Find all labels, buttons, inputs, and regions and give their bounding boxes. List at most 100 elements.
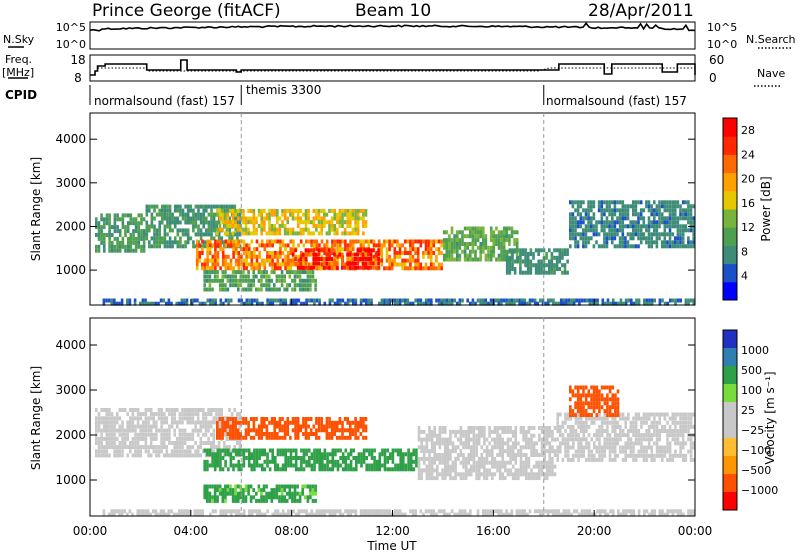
nsky-frame: [89, 21, 696, 50]
power-cell: [234, 258, 238, 263]
velocity-cell: [306, 484, 310, 489]
power-cell: [569, 232, 572, 237]
power-cell: [542, 263, 546, 268]
velocity-cell: [467, 468, 470, 473]
power-cell: [671, 298, 675, 303]
velocity-cell: [679, 424, 682, 429]
power-cell: [195, 239, 199, 244]
velocity-cell: [637, 429, 640, 433]
power-cell: [268, 251, 272, 255]
power-cell: [273, 266, 277, 271]
power-cell: [284, 262, 287, 267]
power-cell: [356, 261, 360, 266]
power-cell: [429, 239, 433, 244]
power-cell: [124, 244, 127, 249]
velocity-cell: [315, 448, 319, 453]
power-cell: [689, 208, 693, 213]
velocity-cell: [640, 449, 643, 454]
power-cell: [273, 212, 276, 217]
power-cell: [630, 298, 633, 303]
velocity-cell: [496, 429, 499, 434]
velocity-cell: [661, 445, 664, 450]
power-cell: [632, 228, 635, 233]
power-cell: [268, 209, 271, 213]
velocity-cell: [506, 453, 510, 457]
power-cell: [432, 251, 436, 255]
velocity-cell: [574, 433, 578, 438]
velocity-cell: [407, 463, 410, 468]
velocity-cell: [511, 472, 515, 477]
power-cell: [569, 244, 572, 249]
velocity-cell: [684, 441, 688, 446]
velocity-cell: [409, 452, 413, 457]
velocity-cell: [134, 445, 137, 450]
velocity-cell: [265, 495, 268, 500]
velocity-cell: [684, 424, 688, 429]
power-cell: [294, 254, 298, 259]
velocity-cell: [527, 426, 531, 430]
power-cell: [508, 226, 511, 231]
velocity-cell: [268, 459, 272, 464]
velocity-cell: [317, 435, 321, 440]
power-cell: [388, 254, 391, 259]
velocity-cell: [467, 437, 470, 442]
power-cell: [304, 265, 308, 270]
power-cell: [458, 230, 462, 235]
power-cell: [617, 301, 620, 306]
velocity-cell: [598, 409, 601, 414]
power-cell: [103, 225, 106, 230]
velocity-cell: [144, 445, 148, 450]
power-cell: [285, 287, 289, 292]
power-cell: [296, 216, 300, 221]
power-cell: [341, 257, 344, 261]
velocity-cell: [285, 484, 289, 489]
velocity-cell: [684, 453, 688, 458]
power-cell: [220, 236, 224, 241]
power-cell: [505, 249, 509, 254]
velocity-cell: [136, 453, 140, 458]
power-cell: [320, 257, 323, 261]
velocity-cell: [681, 429, 685, 433]
power-cell: [142, 229, 146, 234]
power-cell: [97, 244, 101, 249]
velocity-cell: [595, 393, 599, 398]
power-cell: [291, 209, 295, 213]
velocity-cell: [603, 441, 606, 446]
velocity-cell: [582, 449, 586, 454]
power-cell: [406, 298, 410, 303]
velocity-cell: [658, 420, 661, 425]
velocity-cell: [611, 437, 614, 442]
velocity-cell: [608, 409, 612, 414]
power-cell: [552, 301, 555, 306]
power-cell: [492, 230, 496, 235]
power-cell: [497, 245, 501, 250]
velocity-cell: [475, 445, 478, 450]
velocity-cell: [355, 463, 358, 468]
power-cell: [366, 265, 370, 270]
power-cell: [660, 212, 664, 217]
power-cell: [293, 274, 297, 279]
velocity-cell: [383, 467, 387, 472]
power-cell: [427, 254, 430, 259]
power-cell: [341, 216, 344, 221]
velocity-cell: [265, 498, 268, 503]
power-cell: [338, 212, 342, 217]
power-cell: [608, 236, 611, 241]
velocity-cell: [655, 433, 659, 438]
power-cell: [331, 243, 334, 248]
power-cell: [398, 251, 402, 255]
power-cell: [487, 257, 490, 262]
velocity-cell: [276, 424, 279, 429]
power-cell: [279, 247, 282, 252]
velocity-cell: [467, 472, 470, 477]
power-cell: [240, 298, 243, 303]
velocity-cell: [234, 417, 237, 421]
power-cell: [450, 238, 454, 243]
velocity-cell: [247, 452, 251, 457]
velocity-cell: [391, 448, 395, 453]
power-cell: [346, 247, 350, 252]
power-cell: [603, 200, 606, 205]
velocity-cell: [624, 441, 627, 446]
power-cell: [336, 231, 339, 236]
power-cell: [186, 212, 190, 217]
